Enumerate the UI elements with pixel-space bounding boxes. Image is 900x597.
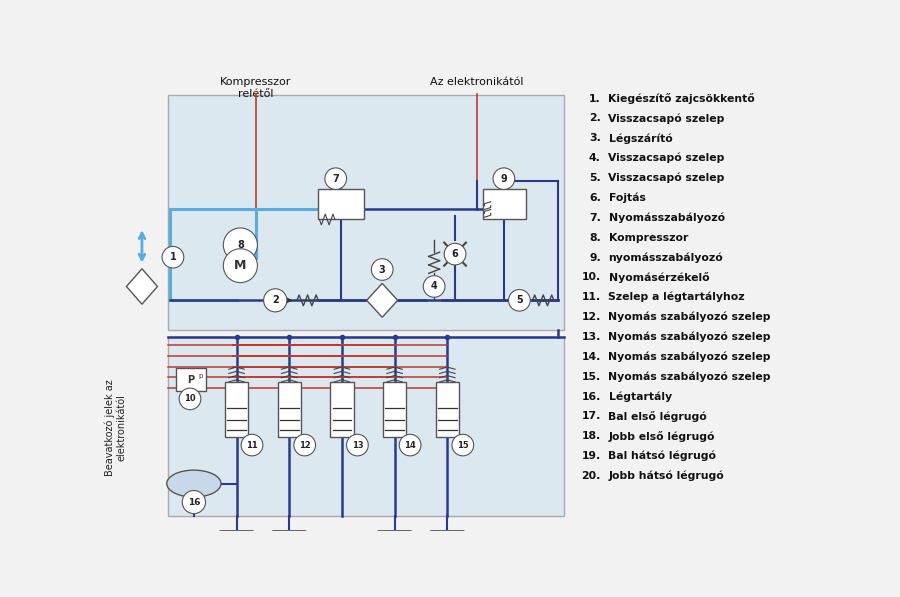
Text: 12.: 12. [581,312,601,322]
Text: 4.: 4. [589,153,601,163]
Text: Nyomásérzékelő: Nyomásérzékelő [608,272,709,283]
Text: 19.: 19. [581,451,601,461]
Text: Nyomás szabályozó szelep: Nyomás szabályozó szelep [608,371,771,382]
Text: Fojtás: Fojtás [608,193,645,203]
Text: Nyomásszabályozó: Nyomásszabályozó [608,213,725,223]
Ellipse shape [166,470,221,497]
Circle shape [445,244,466,265]
Circle shape [179,388,201,410]
Text: 7.: 7. [589,213,601,223]
Circle shape [346,434,368,456]
Text: 12: 12 [299,441,310,450]
Circle shape [423,276,445,297]
Circle shape [400,434,421,456]
Circle shape [493,168,515,189]
Bar [318,189,364,220]
Bar [168,95,563,330]
Text: Szelep a légtartályhoz: Szelep a légtartályhoz [608,292,745,303]
Circle shape [223,228,257,262]
Circle shape [162,247,184,268]
Circle shape [325,168,346,189]
Text: 16.: 16. [581,392,601,402]
Text: 8: 8 [237,240,244,250]
Bar [225,382,248,438]
Polygon shape [126,269,158,304]
Circle shape [293,434,316,456]
Text: 18.: 18. [581,431,601,441]
Bar [176,368,205,391]
Text: Kompresszor: Kompresszor [608,233,688,242]
Text: 11: 11 [246,441,258,450]
Text: Bal hátsó légrugó: Bal hátsó légrugó [608,451,716,461]
Circle shape [223,249,257,282]
Text: 10.: 10. [581,272,601,282]
Circle shape [241,434,263,456]
Text: Az elektronikától: Az elektronikától [430,77,524,87]
Circle shape [182,491,205,513]
Text: 14.: 14. [581,352,601,362]
Text: 1.: 1. [589,94,601,104]
Bar [483,189,526,220]
Text: 6: 6 [452,249,458,259]
Text: Visszacsapó szelep: Visszacsapó szelep [608,113,725,124]
Text: 2: 2 [272,296,279,305]
FancyBboxPatch shape [219,531,255,581]
Circle shape [452,434,473,456]
Bar [168,337,563,516]
Text: 15.: 15. [581,372,601,381]
Text: 8.: 8. [589,233,601,242]
Text: Nyomás szabályozó szelep: Nyomás szabályozó szelep [608,352,771,362]
Text: 6.: 6. [589,193,601,203]
Text: 5: 5 [516,296,523,305]
Text: Jobb első légrugó: Jobb első légrugó [608,431,715,442]
Text: 3: 3 [379,264,385,275]
Text: 4: 4 [431,281,437,291]
Bar [277,382,301,438]
Text: 11.: 11. [581,293,601,302]
Text: 16: 16 [187,497,200,507]
Text: 2.: 2. [589,113,601,124]
Text: 9.: 9. [589,253,601,263]
Text: Légszárító: Légszárító [608,133,672,143]
Text: Beavatkozó jelek az
elektronikától: Beavatkozó jelek az elektronikától [104,379,127,476]
Text: 14: 14 [404,441,416,450]
Text: 9: 9 [500,174,508,184]
Text: 13.: 13. [581,332,601,342]
Bar [383,382,406,438]
FancyBboxPatch shape [272,531,307,581]
Text: nyomásszabályozó: nyomásszabályozó [608,253,724,263]
Text: Nyomás szabályozó szelep: Nyomás szabályozó szelep [608,312,771,322]
Text: Visszacsapó szelep: Visszacsapó szelep [608,173,725,183]
Circle shape [508,290,530,311]
Circle shape [264,289,287,312]
Text: 13: 13 [352,441,364,450]
Text: 3.: 3. [589,133,601,143]
Text: Nyomás szabályozó szelep: Nyomás szabályozó szelep [608,332,771,342]
Text: Jobb hátsó légrugó: Jobb hátsó légrugó [608,471,725,481]
Text: M: M [234,259,247,272]
FancyBboxPatch shape [377,531,412,581]
FancyBboxPatch shape [429,531,465,581]
Text: Légtartály: Légtartály [608,391,671,402]
Text: Kompresszor
relétől: Kompresszor relétől [220,77,292,99]
Text: Kiegészítő zajcsökkentő: Kiegészítő zajcsökkentő [608,93,755,104]
Text: P: P [187,375,194,384]
Text: 7: 7 [332,174,339,184]
Text: Bal első légrugó: Bal első légrugó [608,411,707,422]
Text: 17.: 17. [581,411,601,421]
Text: p: p [198,373,202,378]
Bar [436,382,459,438]
Text: 20.: 20. [581,471,601,481]
Text: 1: 1 [169,252,176,262]
Polygon shape [366,284,398,317]
Circle shape [372,259,393,281]
Text: Visszacsapó szelep: Visszacsapó szelep [608,153,725,164]
Text: 15: 15 [457,441,469,450]
Text: 10: 10 [184,395,196,404]
Bar [330,382,354,438]
Text: 5.: 5. [589,173,601,183]
